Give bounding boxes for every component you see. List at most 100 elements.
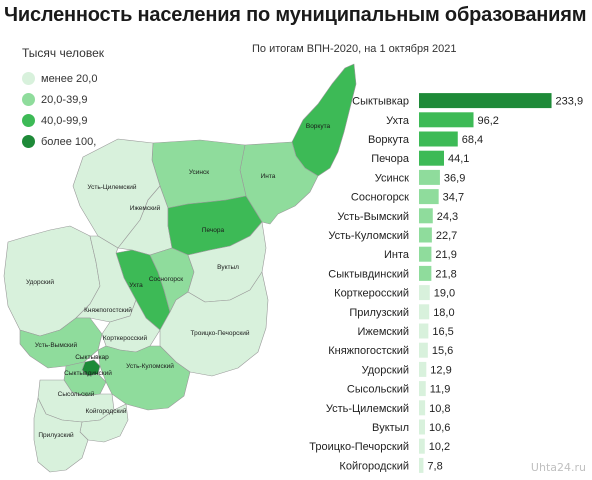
bar-value-label: 36,9 <box>444 172 465 184</box>
bar-троицко-печорский <box>419 438 425 454</box>
map-label-ижемский: Ижемский <box>130 204 161 212</box>
bar-value-label: 15,6 <box>432 345 453 357</box>
map-label-удорский: Удорский <box>26 278 54 286</box>
bar-category-label: Корткеросский <box>334 288 409 300</box>
map-label-княжпогостский: Княжпогостский <box>84 306 132 314</box>
map-label-сосногорск: Сосногорск <box>149 276 183 283</box>
bar-value-label: 22,7 <box>436 230 457 242</box>
map-label-койгородский: Койгородский <box>85 407 126 415</box>
watermark: Uhta24.ru <box>530 461 586 474</box>
legend-item: 20,0-39,9 <box>22 89 104 110</box>
chart-title: Численность населения по муниципальным о… <box>4 4 587 26</box>
bar-value-label: 19,0 <box>434 288 455 300</box>
map-label-воркута: Воркута <box>306 123 331 130</box>
bar-category-label: Удорский <box>362 364 409 376</box>
bar-category-label: Прилузский <box>349 307 409 319</box>
legend-label: 40,0-99,9 <box>41 114 88 127</box>
bar-value-label: 10,2 <box>429 441 450 453</box>
bar-корткеросский <box>419 285 430 301</box>
bar-прилузский <box>419 304 430 320</box>
bar-value-label: 44,1 <box>448 153 469 165</box>
bar-category-label: Койгородский <box>339 460 409 472</box>
map-label-усть-цилемский: Усть-Цилемский <box>87 183 137 191</box>
bar-value-label: 24,3 <box>437 211 458 223</box>
bar-category-label: Сысольский <box>347 384 409 396</box>
bar-value-label: 18,0 <box>433 307 454 319</box>
bar-сыктывдинский <box>419 265 432 281</box>
bar-вуктыл <box>419 419 426 435</box>
bar-category-label: Усть-Куломский <box>328 230 409 242</box>
legend-label: менее 20,0 <box>41 72 98 85</box>
bar-удорский <box>419 361 427 377</box>
bar-category-label: Троицко-Печорский <box>309 441 409 453</box>
legend-item: менее 20,0 <box>22 68 104 89</box>
bar-печора <box>419 150 444 166</box>
bar-value-label: 96,2 <box>478 115 499 127</box>
map-label-сыктывкар: Сыктывкар <box>75 354 109 361</box>
bar-value-label: 10,6 <box>429 422 450 434</box>
legend-label: 20,0-39,9 <box>41 93 88 106</box>
bar-value-label: 12,9 <box>430 364 451 376</box>
bar-княжпогостский <box>419 342 428 358</box>
bar-category-label: Вуктыл <box>372 422 409 434</box>
map-region-прилузский <box>33 397 89 473</box>
bar-category-label: Сыктывкар <box>352 96 409 108</box>
map-regions <box>3 63 357 473</box>
chart-subtitle: По итогам ВПН-2020, на 1 октября 2021 <box>252 43 457 55</box>
map-label-сысольский: Сысольский <box>58 390 95 398</box>
bar-сосногорск <box>419 189 439 205</box>
bar-category-label: Ухта <box>386 115 410 127</box>
bar-category-label: Сосногорск <box>351 192 409 204</box>
bar-category-label: Усть-Вымский <box>337 211 409 223</box>
map-label-печора: Печора <box>202 227 225 234</box>
bar-category-label: Печора <box>371 153 410 165</box>
bar-value-label: 11,9 <box>430 384 451 396</box>
map-labels: Воркута Инта Усинск Усть-Цилемский Ижемский П… <box>26 123 331 439</box>
map-label-инта: Инта <box>261 173 276 180</box>
bar-value-label: 10,8 <box>429 403 450 415</box>
legend: Тысяч человек менее 20,0 20,0-39,9 40,0-… <box>22 46 104 152</box>
map-label-вуктыл: Вуктыл <box>217 264 239 271</box>
bar-value-label: 7,8 <box>427 460 442 472</box>
bar-value-label: 21,8 <box>435 268 456 280</box>
map-label-усть-вымский: Усть-Вымский <box>35 341 78 349</box>
legend-item: более 100, <box>22 131 104 152</box>
bar-усть-куломский <box>419 227 432 243</box>
bar-category-label: Сыктывдинский <box>328 268 409 280</box>
bar-ижемский <box>419 323 429 339</box>
map-label-корткеросский: Корткеросский <box>103 334 148 342</box>
bar-инта <box>419 246 432 262</box>
map-label-прилузский: Прилузский <box>38 431 74 439</box>
bar-category-label: Ижемский <box>357 326 409 338</box>
bar-value-label: 68,4 <box>462 134 483 146</box>
map-label-усинск: Усинск <box>189 169 209 176</box>
bar-усть-вымский <box>419 208 433 224</box>
legend-swatch <box>22 72 35 85</box>
bar-category-label: Воркута <box>368 134 410 146</box>
bar-усинск <box>419 169 440 185</box>
map-region-усть-куломский <box>97 345 191 411</box>
map-label-сыктывдинский: Сыктывдинский <box>64 369 112 377</box>
legend-item: 40,0-99,9 <box>22 110 104 131</box>
legend-title: Тысяч человек <box>22 46 105 60</box>
bar-сысольский <box>419 381 426 397</box>
bar-усть-цилемский <box>419 400 426 416</box>
legend-label: более 100, <box>41 135 97 148</box>
bar-ухта <box>419 112 474 128</box>
legend-swatch <box>22 114 35 127</box>
bar-сыктывкар <box>419 93 552 109</box>
bar-category-label: Княжпогостский <box>328 345 409 357</box>
bar-category-label: Инта <box>384 249 410 261</box>
legend-swatch <box>22 135 35 148</box>
legend-swatch <box>22 93 35 106</box>
bar-value-label: 16,5 <box>432 326 453 338</box>
bar-value-label: 233,9 <box>556 96 584 108</box>
map-label-ухта: Ухта <box>129 282 143 289</box>
map-label-усть-куломский: Усть-Куломский <box>126 362 174 370</box>
bar-койгородский <box>419 457 424 473</box>
bar-value-label: 21,9 <box>435 249 456 261</box>
bar-category-label: Усть-Цилемский <box>326 403 409 415</box>
bar-воркута <box>419 131 458 147</box>
map-label-троицко-печорский: Троицко-Печорский <box>191 329 250 337</box>
